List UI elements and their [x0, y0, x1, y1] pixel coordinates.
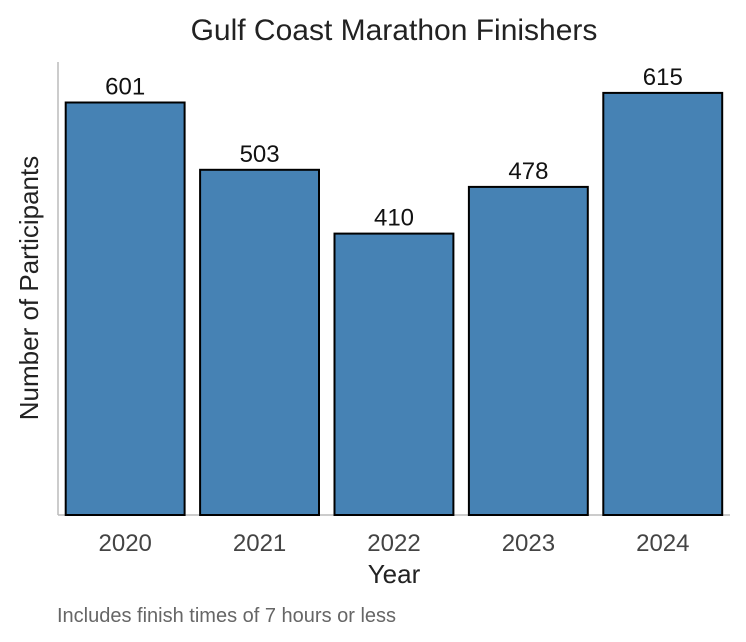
x-tick-label-2024: 2024: [636, 530, 689, 557]
x-tick-label-2020: 2020: [99, 530, 152, 557]
data-label-2023: 478: [508, 158, 548, 185]
data-label-2020: 601: [105, 74, 145, 101]
x-tick-label-2022: 2022: [367, 530, 420, 557]
chart-caption: Includes finish times of 7 hours or less: [57, 605, 396, 627]
bar-2020: [64, 101, 186, 516]
bars-group: 601 2020 503 2021 410 2022 478 2023 615 2024: [64, 64, 724, 557]
bar-2023: [467, 185, 589, 516]
data-label-2022: 410: [374, 205, 414, 232]
y-axis-title: Number of Participants: [14, 156, 44, 420]
x-tick-label-2023: 2023: [502, 530, 555, 557]
bar-2024: [602, 91, 724, 517]
x-tick-label-2021: 2021: [233, 530, 286, 557]
bar-2021: [199, 168, 321, 517]
data-label-2024: 615: [643, 64, 683, 91]
data-label-2021: 503: [240, 141, 280, 168]
chart-title: Gulf Coast Marathon Finishers: [191, 14, 598, 47]
x-axis-title: Year: [368, 559, 421, 589]
bar-2022: [333, 232, 455, 516]
